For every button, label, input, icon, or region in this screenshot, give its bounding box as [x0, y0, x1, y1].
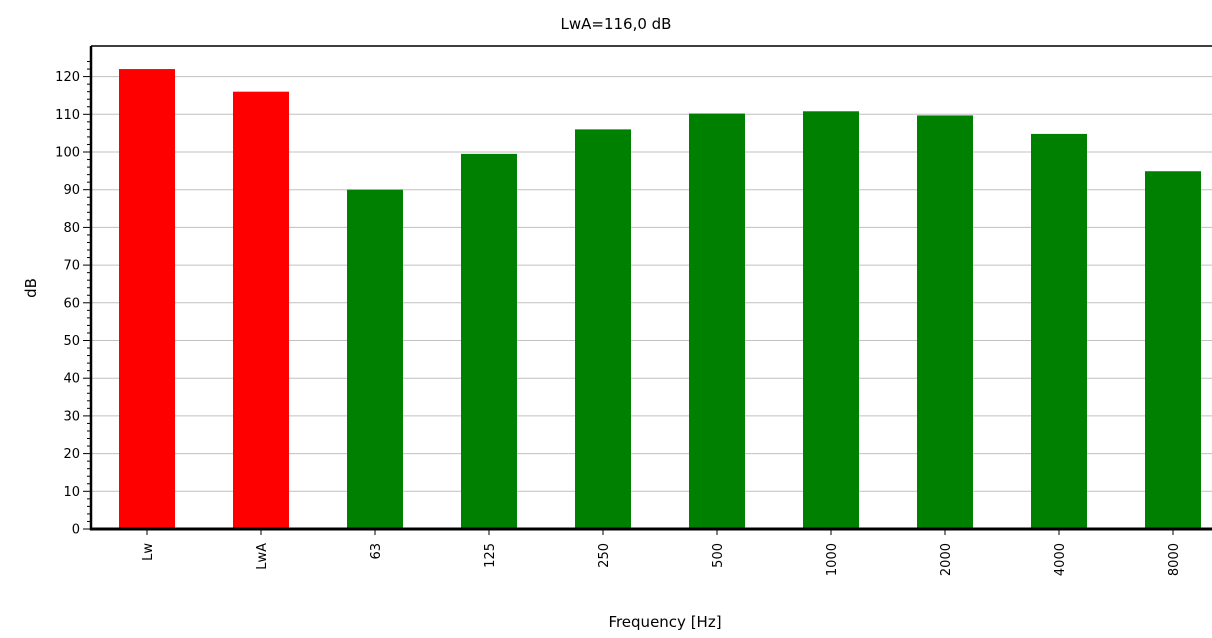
- x-tick-label: 2000: [939, 543, 954, 576]
- y-tick-label: 90: [63, 183, 80, 198]
- bar-63: [347, 189, 403, 529]
- bar-4000: [1031, 133, 1087, 530]
- x-tick-label: 1000: [825, 543, 840, 576]
- bar-2000: [917, 115, 973, 529]
- x-axis-label: Frequency [Hz]: [608, 613, 721, 631]
- y-tick-label: 10: [63, 485, 80, 500]
- bar-lwa: [233, 91, 289, 530]
- y-tick-layer: 0 10 20 30 40 50 60 70 80 90 100 110 120: [55, 61, 91, 538]
- y-tick-label: 80: [63, 221, 80, 236]
- y-tick-label: 50: [63, 334, 80, 349]
- x-tick-label: LwA: [255, 543, 270, 570]
- bar-lw: [119, 69, 175, 529]
- x-tick-label: 4000: [1053, 543, 1068, 576]
- x-tick-layer: Lw LwA 63 125 250 500 1000 2000 4000 8000: [141, 529, 1182, 576]
- y-tick-label: 20: [63, 447, 80, 462]
- y-tick-label: 40: [63, 372, 80, 387]
- y-tick-label: 110: [55, 108, 80, 123]
- y-tick-label: 70: [63, 259, 80, 274]
- chart-title: LwA=116,0 dB: [561, 15, 672, 33]
- y-tick-label: 0: [72, 523, 80, 538]
- bar-250: [575, 129, 631, 529]
- bar-125: [461, 153, 517, 529]
- y-tick-label: 30: [63, 409, 80, 424]
- x-tick-label: 63: [369, 543, 384, 560]
- y-axis-label: dB: [22, 278, 40, 298]
- x-tick-label: Lw: [141, 543, 156, 561]
- x-tick-label: 8000: [1167, 543, 1182, 576]
- x-tick-label: 125: [483, 543, 498, 568]
- x-tick-label: 250: [597, 543, 612, 568]
- bar-8000: [1145, 171, 1201, 530]
- bar-500: [689, 113, 745, 530]
- y-tick-label: 100: [55, 146, 80, 161]
- bar-1000: [803, 111, 859, 529]
- y-tick-label: 60: [63, 296, 80, 311]
- y-tick-label: 120: [55, 70, 80, 85]
- x-tick-label: 500: [711, 543, 726, 568]
- bar-layer: [119, 69, 1201, 530]
